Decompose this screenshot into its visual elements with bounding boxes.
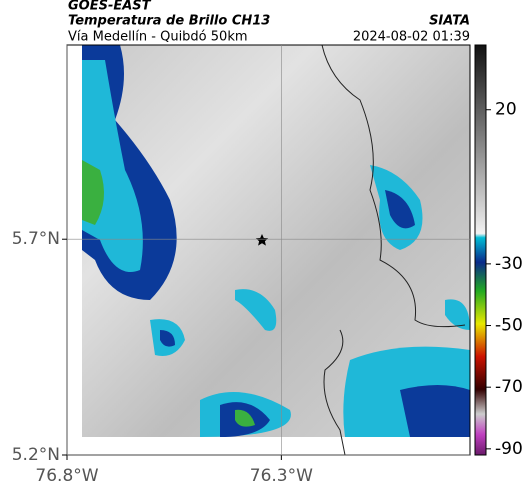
y-tick-label: 5.7°N [12,229,60,249]
colorbar-tick-label: -90 [495,439,523,459]
timestamp: 2024-08-02 01:39 [353,30,470,45]
x-tick-label: 76.3°W [250,466,313,486]
colorbar [474,44,487,456]
colorbar-tick-label: -50 [495,316,523,336]
title: GOES-EAST [68,0,152,14]
colorbar-tick-label: -70 [495,377,523,397]
y-tick-label: 5.2°N [12,445,60,465]
source: SIATA [429,14,470,29]
location-star [255,234,269,246]
route: Vía Medellín - Quibdó 50km [68,30,248,45]
subtitle: Temperatura de Brillo CH13 [68,14,270,29]
colorbar-tick-label: 20 [495,100,517,120]
satellite-image [82,45,470,455]
x-tick-label: 76.8°W [35,466,98,486]
colorbar-tick-label: -30 [495,254,523,274]
